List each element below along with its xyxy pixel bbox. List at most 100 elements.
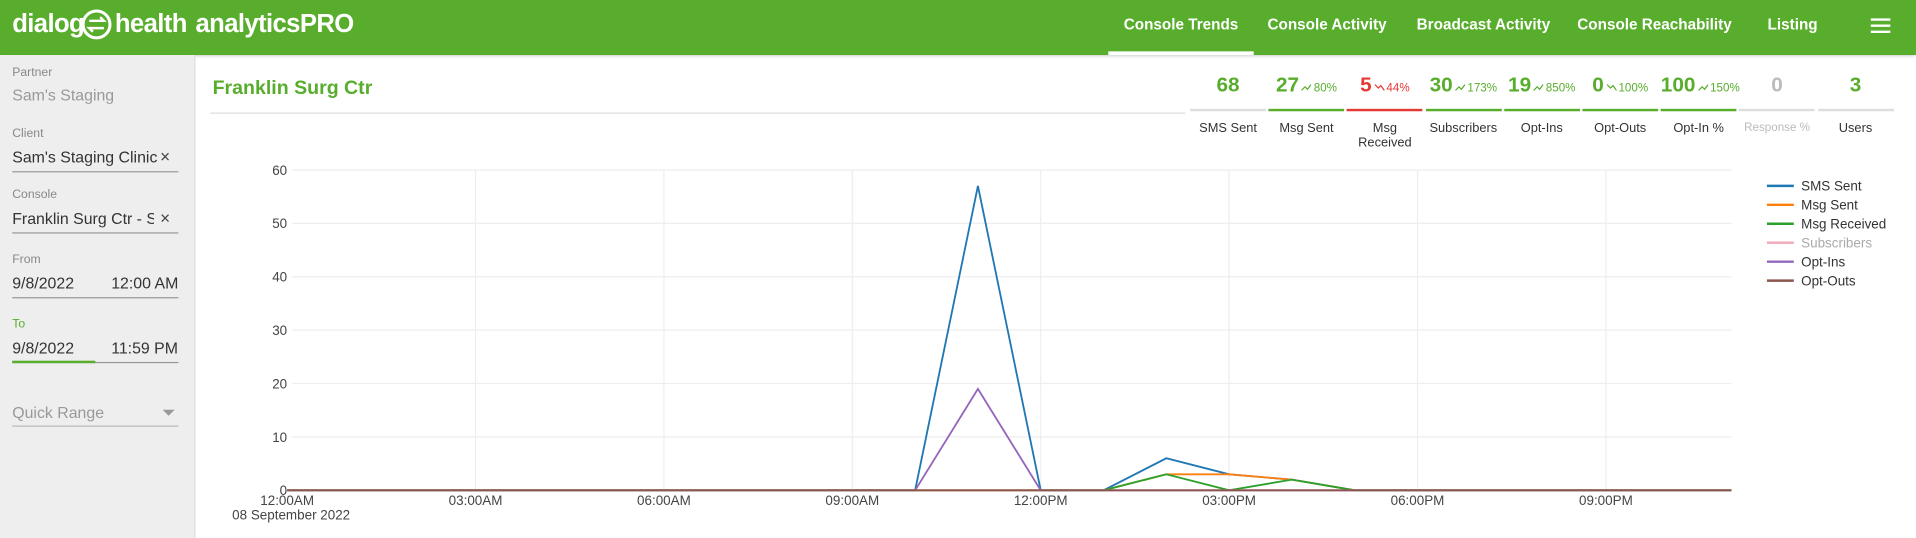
stat-top: 30 173% [1425, 73, 1502, 112]
stats: 68 SMS Sent 27 80% Msg Sent 5 44% Msg Received 3… [1190, 73, 1896, 150]
nav-item[interactable]: Console Trends [1108, 0, 1254, 56]
stat-change: 173% [1467, 81, 1498, 96]
stat-value: 30 [1429, 73, 1453, 97]
x-tick-label: 06:00PM [1391, 493, 1445, 508]
x-tick-label: 06:00AM [637, 493, 691, 508]
y-tick-label: 50 [272, 216, 287, 231]
stat: 5 44% Msg Received [1347, 73, 1423, 150]
stat-top: 0 [1739, 73, 1815, 112]
title-underline [210, 112, 1186, 114]
stat-top: 5 44% [1347, 73, 1423, 112]
stat-change: 150% [1710, 81, 1740, 96]
x-tick-label: 12:00AM [260, 493, 314, 508]
stat-label: Msg Sent [1279, 121, 1334, 136]
quick-range[interactable]: Quick Range [12, 403, 105, 422]
stat-change: 850% [1545, 81, 1576, 96]
stat-label: Opt-Ins [1520, 121, 1563, 136]
x-date-label: 08 September 2022 [232, 508, 350, 523]
stat-value: 3 [1849, 73, 1862, 97]
y-tick-label: 20 [272, 376, 287, 391]
legend-label: Msg Sent [1801, 198, 1858, 213]
y-tick-label: 60 [272, 163, 287, 178]
to-date[interactable]: 9/8/2022 [12, 338, 75, 358]
trend-icon [1454, 84, 1466, 91]
clear-client[interactable]: × [160, 146, 171, 167]
stat-change: 80% [1313, 81, 1337, 96]
menu-icon[interactable] [1870, 16, 1892, 36]
series-line [287, 473, 1732, 492]
legend-label: SMS Sent [1801, 179, 1862, 194]
y-tick-label: 0 [280, 483, 287, 498]
x-tick-label: 12:00PM [1014, 493, 1068, 508]
underline [12, 297, 179, 299]
stat-top: 27 80% [1268, 73, 1345, 112]
stat-change: 44% [1386, 81, 1410, 96]
stat: 3 Users [1817, 73, 1894, 150]
logo-right: health [114, 9, 188, 38]
focus-underline [12, 360, 96, 364]
stat: 0 Response % [1739, 73, 1815, 150]
product-name: analyticsPRO [195, 9, 355, 38]
stat: 19 850% Opt-Ins [1503, 73, 1580, 150]
series-line [287, 387, 1732, 492]
series-line [287, 185, 1732, 492]
stat: 68 SMS Sent [1190, 73, 1266, 150]
stat-value: 0 [1771, 73, 1783, 97]
x-tick-label: 09:00PM [1579, 493, 1633, 508]
client-label: Client [12, 127, 44, 141]
x-tick-label: 03:00AM [449, 493, 503, 508]
legend-label: Subscribers [1801, 236, 1872, 251]
stat-value: 100 [1660, 73, 1696, 97]
nav-item[interactable]: Console Activity [1267, 15, 1387, 34]
trend-icon [1697, 84, 1709, 91]
stat-value: 5 [1360, 73, 1372, 97]
stat-label: Response % [1744, 121, 1810, 135]
console-label: Console [12, 188, 58, 202]
stat: 0 100% Opt-Outs [1582, 73, 1659, 150]
legend-label: Msg Received [1801, 217, 1886, 232]
trend-icon [1373, 83, 1385, 91]
x-tick-label: 09:00AM [825, 493, 879, 508]
stat-value: 68 [1216, 73, 1240, 97]
y-tick-label: 30 [272, 323, 287, 338]
trend-icon [1301, 84, 1312, 91]
underline [12, 232, 179, 234]
stat-label: Users [1838, 121, 1873, 136]
partner-label: Partner [12, 66, 53, 80]
sidebar: Partner Sam's Staging Client Sam's Stagi… [0, 55, 196, 538]
stat-label: Msg Received [1358, 121, 1412, 151]
stat-change: 100% [1618, 81, 1649, 96]
series-line [287, 473, 1732, 492]
stat-top: 19 850% [1503, 73, 1580, 112]
stat: 30 173% Subscribers [1425, 73, 1502, 150]
stat-label: Subscribers [1429, 121, 1498, 136]
console-value[interactable]: Franklin Surg Ctr - Sa [12, 209, 154, 228]
from-time[interactable]: 12:00 AM [111, 273, 179, 293]
logo-icon [81, 9, 112, 40]
clear-console[interactable]: × [160, 207, 171, 228]
stat-top: 0 100% [1582, 73, 1659, 112]
stat-label: Opt-In % [1673, 121, 1724, 136]
client-value[interactable]: Sam's Staging Clinic [12, 147, 158, 167]
top-bar: dialog health analyticsPRO Console Trend… [0, 0, 1916, 56]
from-date[interactable]: 9/8/2022 [12, 273, 75, 293]
chart: 0 10 20 30 40 50 60 12:00AM 03:00AM 06:00AM 09:00A… [232, 163, 1886, 523]
from-label: From [12, 253, 41, 267]
trend-icon [1605, 83, 1617, 91]
nav-item[interactable]: Console Reachability [1577, 15, 1732, 34]
stat-top: 68 [1190, 73, 1266, 112]
x-tick-label: 03:00PM [1202, 493, 1256, 508]
to-time[interactable]: 11:59 PM [111, 338, 179, 358]
stat: 100 150% Opt-In % [1660, 73, 1740, 150]
underline [12, 171, 179, 173]
y-tick-label: 10 [272, 430, 287, 445]
nav-item[interactable]: Listing [1767, 15, 1818, 34]
stat-value: 19 [1508, 73, 1532, 97]
stat-label: Opt-Outs [1594, 121, 1647, 136]
nav-item[interactable]: Broadcast Activity [1416, 15, 1551, 34]
stat-value: 27 [1275, 73, 1300, 97]
partner-value: Sam's Staging [12, 85, 115, 104]
y-tick-label: 40 [272, 270, 287, 285]
